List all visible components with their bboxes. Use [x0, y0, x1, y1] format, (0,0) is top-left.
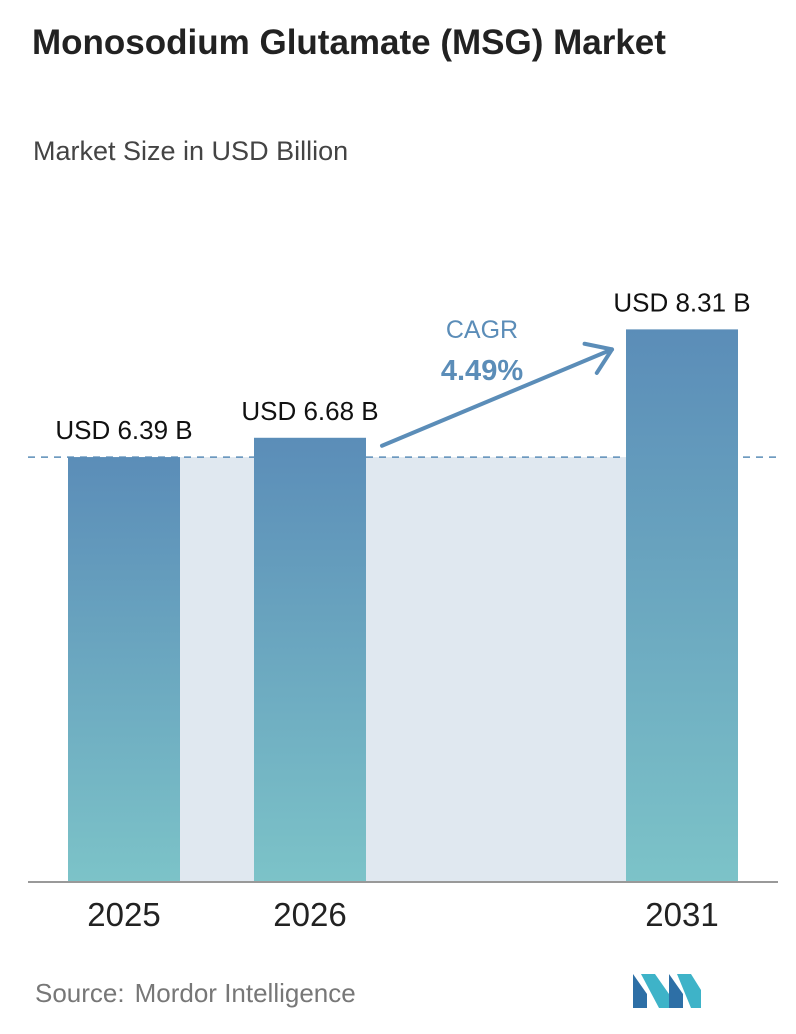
cagr-label: CAGR	[446, 316, 518, 344]
mordor-intelligence-logo	[633, 974, 701, 1008]
cagr-arrow	[380, 347, 614, 448]
x-tick-labels: 2025 2026 2031	[87, 896, 718, 933]
background-bands	[180, 457, 626, 882]
chart-subtitle: Market Size in USD Billion	[33, 136, 349, 166]
bar-2031	[626, 329, 738, 882]
x-tick-2026: 2026	[273, 896, 346, 933]
source-name: Mordor Intelligence	[134, 978, 356, 1008]
band-1	[366, 457, 626, 882]
bar-2026	[254, 437, 366, 882]
cagr-value: 4.49%	[441, 355, 523, 387]
x-tick-2025: 2025	[87, 896, 160, 933]
source-label: Source:	[35, 978, 125, 1008]
cagr-arrow-head	[582, 341, 614, 375]
data-label-2026: USD 6.68 B	[241, 396, 378, 426]
band-0	[180, 457, 254, 882]
bars	[68, 329, 738, 882]
data-label-2025: USD 6.39 B	[55, 415, 192, 445]
page-title: Monosodium Glutamate (MSG) Market	[32, 23, 666, 62]
source-line: Source: Mordor Intelligence	[35, 978, 356, 1009]
bar-2025	[68, 457, 180, 882]
data-label-2031: USD 8.31 B	[613, 287, 750, 317]
x-tick-2031: 2031	[645, 896, 718, 933]
cagr-annotation: CAGR 4.49%	[380, 316, 614, 448]
data-labels: USD 6.39 B USD 6.68 B USD 8.31 B	[55, 287, 750, 445]
